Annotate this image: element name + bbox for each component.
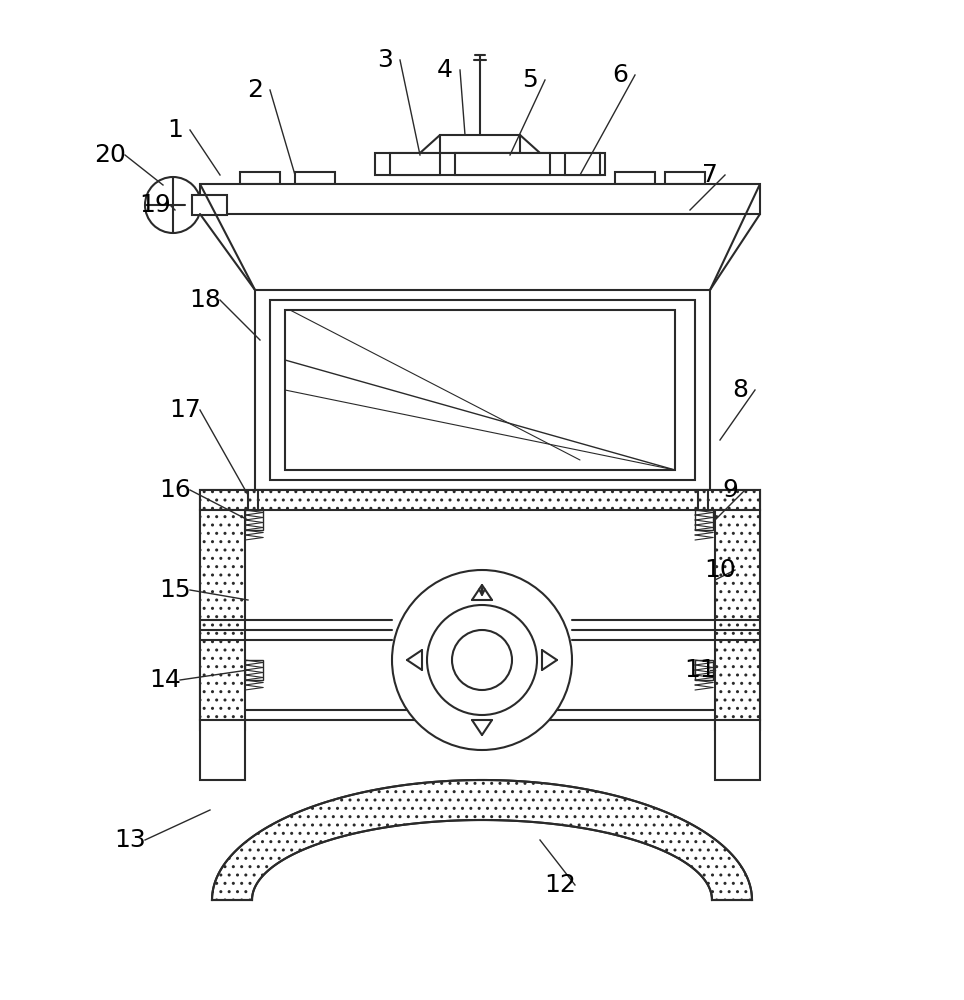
Text: 9: 9 xyxy=(722,478,737,502)
Bar xyxy=(295,172,335,184)
Text: 15: 15 xyxy=(159,578,191,602)
Bar xyxy=(375,153,605,175)
Text: 14: 14 xyxy=(149,668,181,692)
Bar xyxy=(255,290,710,490)
Bar xyxy=(200,490,760,510)
Text: 4: 4 xyxy=(437,58,453,82)
Text: 1: 1 xyxy=(167,118,183,142)
Bar xyxy=(245,660,263,680)
Text: 18: 18 xyxy=(189,288,221,312)
Circle shape xyxy=(427,605,537,715)
Text: 5: 5 xyxy=(522,68,538,92)
Bar xyxy=(200,184,760,214)
Text: 2: 2 xyxy=(247,78,263,102)
Bar xyxy=(200,490,760,720)
Bar xyxy=(220,500,740,710)
Text: 13: 13 xyxy=(114,828,146,852)
Bar xyxy=(200,510,245,730)
Text: 6: 6 xyxy=(612,63,628,87)
Bar xyxy=(440,135,520,153)
Bar xyxy=(390,153,440,175)
Text: 19: 19 xyxy=(139,193,171,217)
Bar xyxy=(695,510,713,530)
PathPatch shape xyxy=(212,780,752,900)
Bar xyxy=(695,660,713,680)
Text: 20: 20 xyxy=(94,143,126,167)
Circle shape xyxy=(392,570,572,750)
Text: 17: 17 xyxy=(169,398,201,422)
Text: 3: 3 xyxy=(377,48,393,72)
Bar xyxy=(200,720,245,780)
Bar xyxy=(665,172,705,184)
Bar xyxy=(245,510,263,530)
Bar xyxy=(455,153,550,175)
Circle shape xyxy=(145,177,201,233)
Text: 12: 12 xyxy=(544,873,576,897)
Text: 10: 10 xyxy=(704,558,736,582)
Text: 7: 7 xyxy=(702,163,718,187)
Bar xyxy=(285,310,675,470)
Text: 11: 11 xyxy=(684,658,716,682)
Text: 8: 8 xyxy=(732,378,748,402)
Bar xyxy=(270,300,695,480)
Bar xyxy=(615,172,655,184)
Bar xyxy=(715,720,760,780)
Circle shape xyxy=(452,630,512,690)
Text: 16: 16 xyxy=(159,478,191,502)
Bar xyxy=(715,510,760,730)
Bar xyxy=(565,153,600,175)
Bar xyxy=(192,195,227,215)
Bar xyxy=(240,172,280,184)
